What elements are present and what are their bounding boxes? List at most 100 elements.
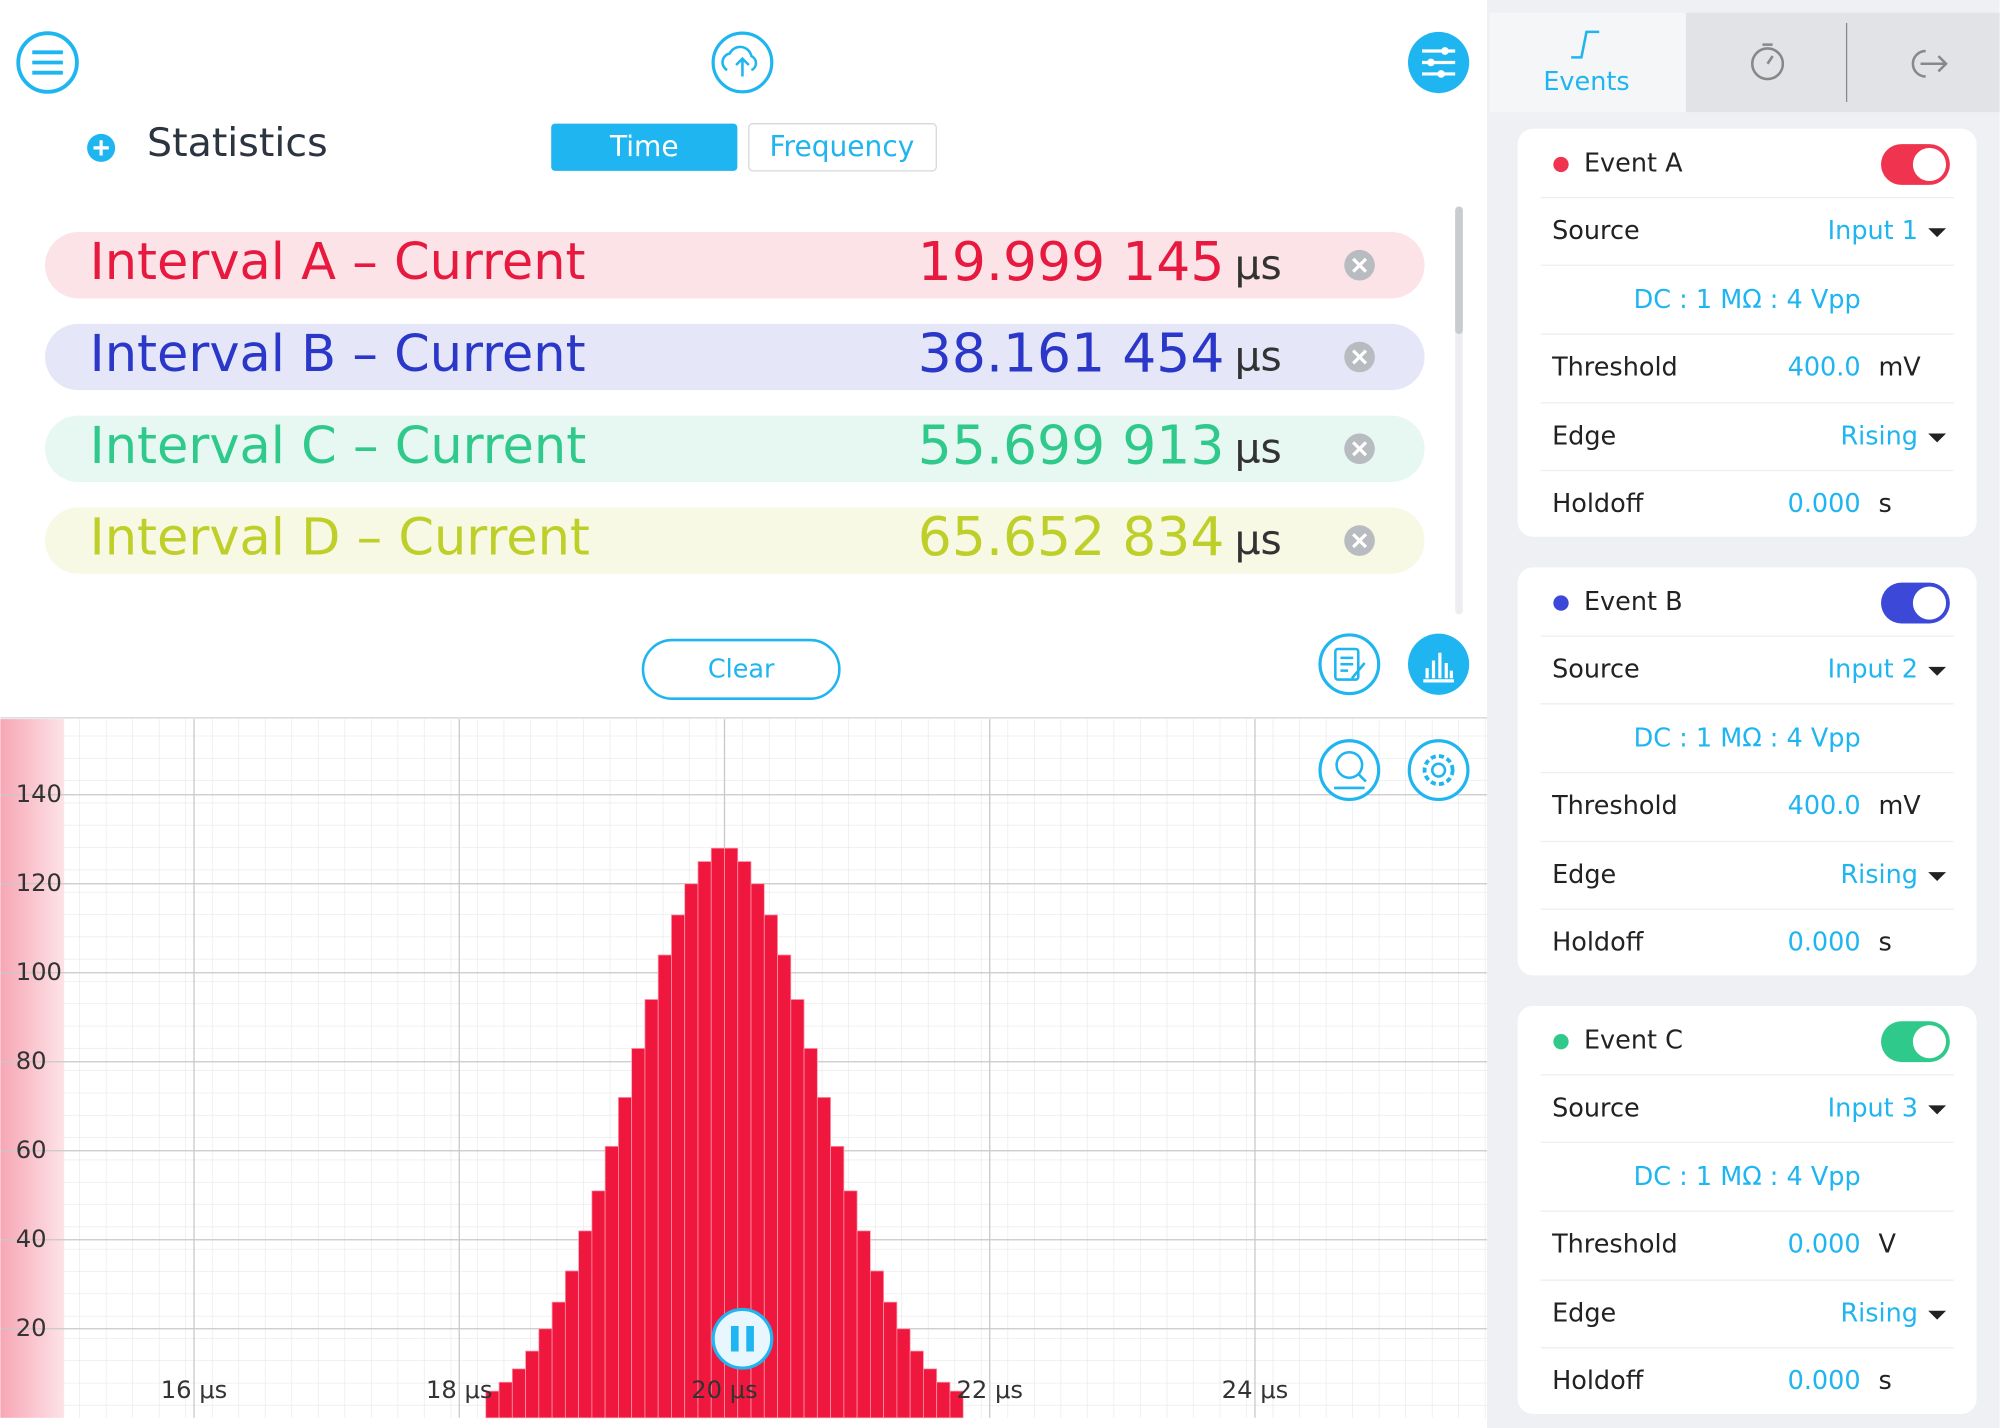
event-name: Event B xyxy=(1584,587,1683,617)
frequency-tab[interactable] xyxy=(748,123,937,172)
field-value[interactable]: 400.0 xyxy=(1788,352,1861,382)
stat-unit: μs xyxy=(1235,333,1282,381)
scroll-thumb[interactable] xyxy=(1455,206,1463,335)
histogram-button[interactable] xyxy=(1408,633,1470,695)
field-label: Edge xyxy=(1552,860,1616,890)
field-unit: s xyxy=(1878,489,1891,519)
histogram-bar xyxy=(657,954,672,1419)
histogram-bar xyxy=(869,1270,885,1419)
clear-button[interactable] xyxy=(641,638,841,700)
events-icon xyxy=(1571,30,1600,59)
field-dropdown[interactable]: Rising xyxy=(1840,1299,1918,1329)
field-value[interactable]: 0.000 xyxy=(1788,489,1861,519)
dropdown-arrow xyxy=(1928,433,1947,443)
time-tab[interactable] xyxy=(551,123,738,171)
field-value[interactable]: 0.000 xyxy=(1788,1230,1861,1260)
histogram-bar xyxy=(591,1190,606,1419)
toggle-knob xyxy=(1912,147,1947,182)
field-dropdown[interactable]: Input 1 xyxy=(1828,216,1918,246)
stat-label: Interval C – Current xyxy=(90,417,587,476)
coupling[interactable]: DC : 1 MΩ : 4 Vpp xyxy=(1634,724,1861,754)
stat-value: 19.999 145 xyxy=(918,230,1225,293)
histogram-bar xyxy=(564,1270,579,1419)
event-card xyxy=(1517,1005,1977,1414)
other-tabs xyxy=(1685,12,2000,113)
histogram-bar xyxy=(856,1230,871,1419)
field-unit: V xyxy=(1878,1230,1896,1260)
range-band xyxy=(0,719,65,1418)
field-dropdown[interactable]: Input 3 xyxy=(1828,1093,1918,1123)
stat-label: Interval B – Current xyxy=(90,325,586,384)
histogram-bar xyxy=(883,1301,898,1419)
field-label: Threshold xyxy=(1551,352,1678,382)
stat-unit: μs xyxy=(1235,241,1282,289)
settings-sliders-button[interactable] xyxy=(1408,31,1470,94)
notes-button[interactable] xyxy=(1318,633,1381,696)
field-unit: s xyxy=(1878,1366,1891,1396)
remove-icon xyxy=(1352,441,1368,457)
events-list: Event A Source Input 1 Threshold 400.0 mV Edge… xyxy=(1517,128,1977,1414)
x-tick-label: 24 μs xyxy=(1222,1376,1289,1404)
timer-tab[interactable] xyxy=(1750,43,1785,81)
upload-button[interactable] xyxy=(711,31,774,94)
toggle-knob xyxy=(1912,586,1947,620)
field-dropdown[interactable]: Rising xyxy=(1840,421,1918,451)
field-dropdown[interactable]: Rising xyxy=(1840,860,1918,890)
field-unit: mV xyxy=(1878,352,1921,382)
x-tick-label: 20 μs xyxy=(691,1376,758,1404)
chart-settings-button[interactable] xyxy=(1407,739,1470,802)
zoom-button[interactable] xyxy=(1318,739,1381,802)
histogram-bar xyxy=(631,1048,646,1419)
stat-unit: μs xyxy=(1235,424,1282,472)
pause-button[interactable] xyxy=(711,1307,774,1370)
field-label: Holdoff xyxy=(1552,928,1645,958)
field-dropdown[interactable]: Input 2 xyxy=(1828,655,1918,685)
field-unit: mV xyxy=(1878,791,1921,821)
event-dot xyxy=(1553,1034,1569,1050)
events-tab-label[interactable]: Events xyxy=(1543,67,1629,97)
statistics-list: Interval A – Current 19.999 145 μsInterval… xyxy=(45,230,1425,574)
histogram-bar xyxy=(644,999,659,1419)
histogram-bar xyxy=(843,1190,858,1419)
y-tick-label: 100 xyxy=(16,958,62,986)
histogram-bar xyxy=(671,914,686,1419)
add-statistic-button[interactable] xyxy=(87,133,116,162)
field-value[interactable]: 0.000 xyxy=(1788,1366,1861,1396)
clear-label[interactable]: Clear xyxy=(708,655,775,685)
remove-icon xyxy=(1352,349,1368,365)
event-name: Event A xyxy=(1584,148,1683,178)
frequency-tab-label[interactable]: Frequency xyxy=(769,130,914,163)
stat-row xyxy=(45,415,1425,482)
field-value[interactable]: 0.000 xyxy=(1788,928,1861,958)
field-label: Source xyxy=(1552,216,1640,246)
histogram-bar xyxy=(909,1350,924,1419)
field-label: Edge xyxy=(1552,421,1616,451)
histogram-bar xyxy=(498,1381,513,1419)
exit-tab[interactable] xyxy=(1911,49,1948,78)
dropdown-arrow xyxy=(1928,666,1947,676)
histogram-bar xyxy=(777,954,792,1419)
field-value[interactable]: 400.0 xyxy=(1788,791,1861,821)
y-tick-label: 140 xyxy=(16,780,62,808)
histogram-bar xyxy=(684,883,699,1419)
coupling[interactable]: DC : 1 MΩ : 4 Vpp xyxy=(1634,1162,1861,1192)
histogram-bar xyxy=(923,1368,938,1419)
stat-unit: μs xyxy=(1235,516,1282,564)
field-label: Source xyxy=(1552,655,1640,685)
y-tick-label: 60 xyxy=(16,1136,47,1164)
coupling[interactable]: DC : 1 MΩ : 4 Vpp xyxy=(1634,285,1861,315)
stat-value: 55.699 913 xyxy=(918,413,1225,476)
field-label: Holdoff xyxy=(1552,1366,1645,1396)
toggle-knob xyxy=(1912,1025,1947,1059)
dropdown-arrow xyxy=(1928,1310,1947,1320)
menu-button[interactable] xyxy=(16,31,79,94)
histogram-bar xyxy=(551,1301,566,1419)
events-tab[interactable] xyxy=(1489,12,1686,113)
time-tab-label[interactable]: Time xyxy=(609,130,679,163)
field-label: Source xyxy=(1552,1093,1640,1123)
stat-value: 65.652 834 xyxy=(918,505,1225,568)
field-label: Threshold xyxy=(1551,791,1678,821)
x-tick-label: 22 μs xyxy=(956,1376,1023,1404)
